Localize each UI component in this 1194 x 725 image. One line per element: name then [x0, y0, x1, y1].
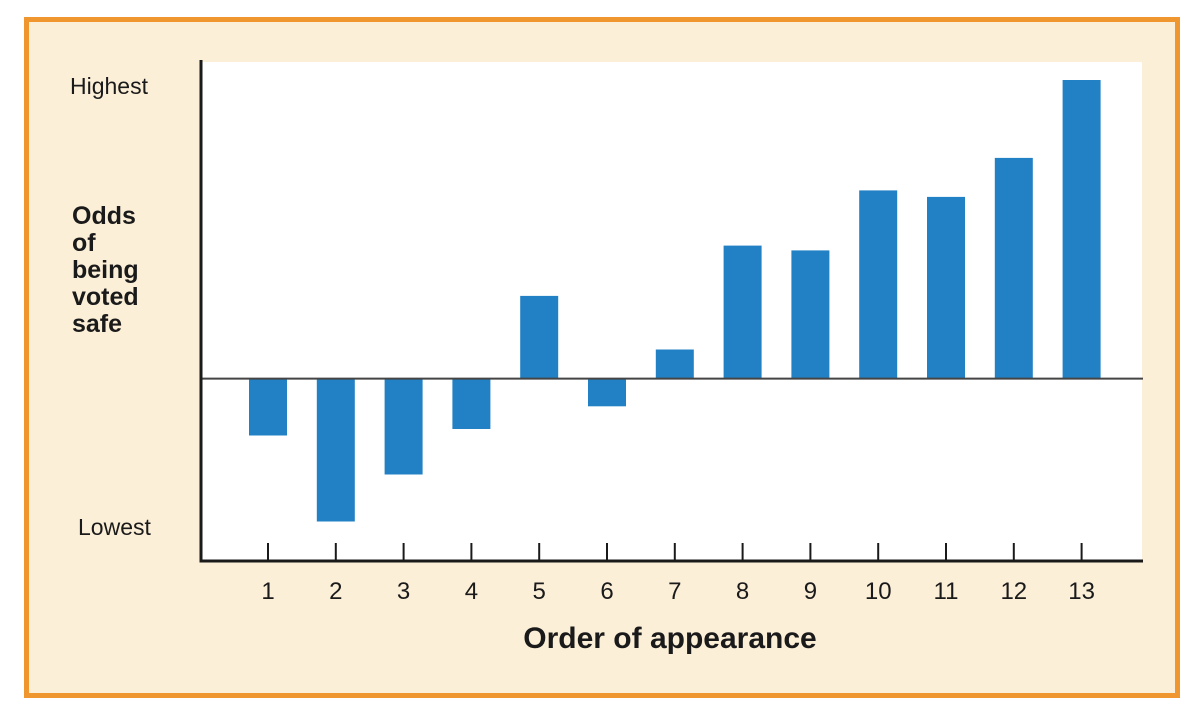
x-tick-label: 12	[1000, 578, 1027, 605]
x-tick-label: 8	[736, 578, 749, 605]
bar	[520, 295, 559, 379]
bar	[249, 378, 287, 436]
x-axis-title: Order of appearance	[523, 622, 817, 655]
y-axis-title-line: Odds	[72, 202, 136, 230]
y-label-lowest: Lowest	[78, 514, 151, 540]
bar	[384, 378, 423, 475]
x-tick-label: 7	[668, 578, 681, 605]
bar	[316, 378, 355, 522]
x-tick-label: 2	[329, 578, 342, 605]
x-tick-label: 4	[465, 578, 478, 605]
bar	[1062, 80, 1101, 379]
x-tick-label: 6	[600, 578, 613, 605]
x-tick-label: 5	[533, 578, 546, 605]
x-tick-label: 10	[865, 578, 892, 605]
y-axis-title-line: of	[72, 229, 96, 257]
bar	[791, 250, 830, 379]
bar	[655, 349, 694, 379]
plot-area	[202, 62, 1142, 562]
y-label-highest: Highest	[70, 73, 148, 99]
y-axis-title: Odds of being voted safe	[72, 203, 192, 338]
bar	[927, 196, 965, 379]
bar	[723, 245, 762, 379]
x-tick-label: 13	[1068, 578, 1095, 605]
bar	[452, 378, 491, 429]
y-axis-title-line: safe	[72, 310, 123, 338]
y-axis-title-line: being	[72, 256, 139, 284]
x-tick-label: 1	[261, 578, 274, 605]
x-tick-label: 9	[804, 578, 817, 605]
x-tick-label: 11	[934, 578, 959, 605]
y-axis-title-line: voted	[72, 283, 139, 311]
x-tick-label: 3	[397, 578, 410, 605]
bar	[994, 157, 1033, 379]
bar	[859, 190, 898, 379]
bar	[588, 378, 626, 407]
